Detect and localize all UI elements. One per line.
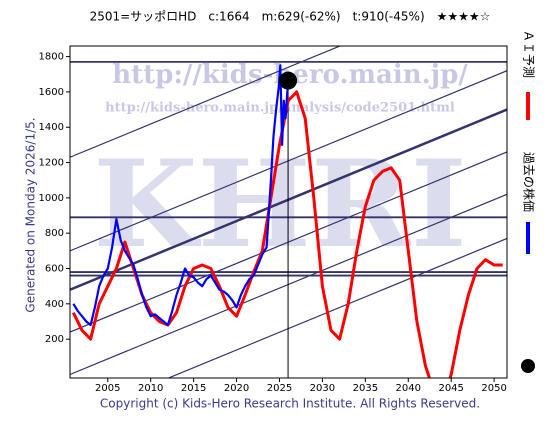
x-tick-label: 2035 [353, 383, 378, 394]
chart-title: 2501=サッポロHD c:1664 m:629(-62%) t:910(-45… [90, 10, 491, 24]
y-tick-label: 600 [45, 264, 64, 275]
y-tick-label: 200 [45, 334, 64, 345]
legend-swatch [521, 359, 535, 373]
plot-frame [69, 45, 508, 379]
trend-line [70, 46, 342, 158]
x-tick-label: 2010 [138, 383, 163, 394]
legend-label: ＡＩ予測 [522, 30, 536, 78]
y-tick-label: 1400 [39, 122, 64, 133]
watermark: KHRI [93, 134, 467, 275]
x-tick-label: 2050 [481, 383, 506, 394]
plot-area: http://kids-hero.main.jp/ http://kids-he… [70, 46, 507, 378]
x-tick-label: 2045 [438, 383, 463, 394]
x-tick-label: 2030 [310, 383, 335, 394]
watermark: http://kids-hero.main.jp/analysis/code25… [105, 101, 455, 116]
y-tick-label: 800 [45, 228, 64, 239]
y-tick-label: 1600 [39, 87, 64, 98]
y-tick-label: 1200 [39, 158, 64, 169]
latest-dot [279, 71, 298, 90]
y-tick-label: 1000 [39, 193, 64, 204]
y-tick-label: 1800 [39, 52, 64, 63]
y-tick-label: 400 [45, 299, 64, 310]
x-tick-label: 2015 [181, 383, 206, 394]
series-line [72, 64, 290, 327]
x-tick-label: 2005 [95, 383, 120, 394]
y-axis-label: Generated on Monday 2026/1/5. [24, 117, 38, 312]
x-tick-label: 2040 [396, 383, 421, 394]
footer: Copyright (c) Kids-Hero Research Institu… [100, 397, 480, 411]
x-tick-label: 2025 [267, 383, 292, 394]
legend-label: 過去の株価 [522, 152, 537, 212]
x-tick-label: 2020 [224, 383, 249, 394]
